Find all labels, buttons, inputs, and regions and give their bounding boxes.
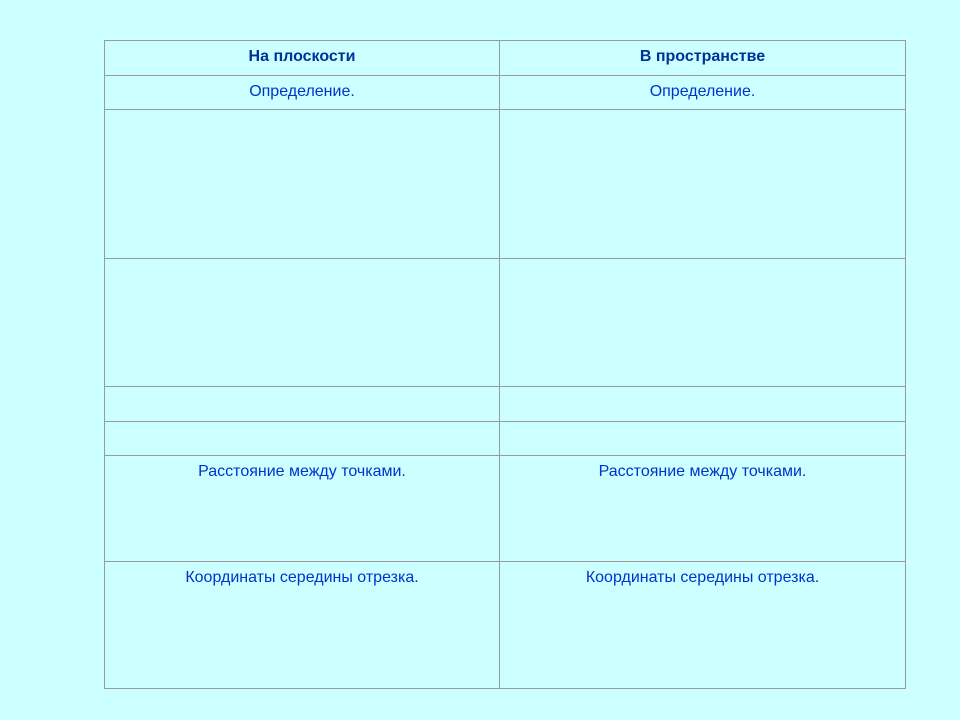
table-cell [104,109,500,259]
table-row [104,386,906,422]
table-row [104,421,906,456]
table-cell: Координаты середины отрезка. [104,561,500,689]
table-cell [104,258,500,387]
table-cell [499,386,906,422]
comparison-table: На плоскости В пространстве Определение.… [104,40,906,689]
table-cell [499,258,906,387]
table-row: Расстояние между точками. Расстояние меж… [104,455,906,562]
table-cell [104,386,500,422]
table-cell [104,421,500,456]
table-row: Координаты середины отрезка. Координаты … [104,561,906,689]
header-cell-space: В пространстве [499,40,906,76]
table-cell: Определение. [499,75,906,110]
table-row [104,258,906,387]
header-row: На плоскости В пространстве [104,40,906,76]
table-cell: Определение. [104,75,500,110]
header-cell-plane: На плоскости [104,40,500,76]
table-cell: Расстояние между точками. [104,455,500,562]
table-row [104,109,906,259]
table-cell [499,109,906,259]
table-cell: Координаты середины отрезка. [499,561,906,689]
table-cell: Расстояние между точками. [499,455,906,562]
table-row: Определение. Определение. [104,75,906,110]
table-cell [499,421,906,456]
